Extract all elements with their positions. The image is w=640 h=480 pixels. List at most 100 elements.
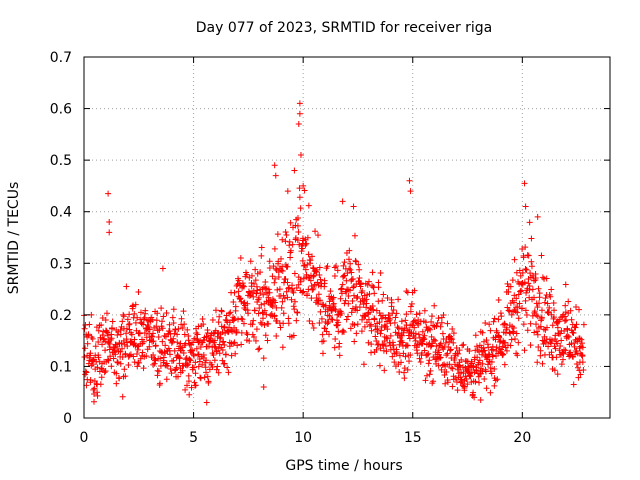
data-point <box>317 276 324 283</box>
data-point <box>466 347 473 354</box>
data-point <box>280 292 287 299</box>
data-point <box>192 382 199 389</box>
data-point <box>123 325 130 332</box>
data-point <box>416 355 423 362</box>
data-point <box>488 358 495 365</box>
data-point <box>172 326 179 333</box>
data-point <box>219 329 226 336</box>
data-point <box>290 289 297 296</box>
data-point <box>527 320 534 327</box>
data-point <box>349 297 356 304</box>
data-point <box>548 286 555 293</box>
data-point <box>252 337 259 344</box>
data-point <box>576 306 583 313</box>
data-point <box>373 337 380 344</box>
data-point <box>509 277 516 284</box>
data-point <box>114 343 121 350</box>
y-tick-label: 0.3 <box>50 256 72 272</box>
data-point <box>351 338 358 345</box>
data-point <box>503 347 510 354</box>
data-point <box>454 387 461 394</box>
data-point <box>149 330 156 337</box>
data-point <box>248 279 255 286</box>
data-point <box>568 316 575 323</box>
data-point <box>316 264 323 271</box>
data-point <box>515 291 522 298</box>
data-point <box>528 258 535 265</box>
data-point <box>180 308 187 315</box>
x-tick-label: 5 <box>189 430 198 446</box>
data-point <box>286 242 293 249</box>
data-point <box>538 317 545 324</box>
data-point <box>294 309 301 316</box>
data-point <box>269 296 276 303</box>
data-point <box>456 347 463 354</box>
data-point <box>163 376 170 383</box>
data-point <box>510 325 517 332</box>
data-point <box>200 321 207 328</box>
data-point <box>226 310 233 317</box>
data-point <box>291 167 298 174</box>
data-point <box>307 260 314 267</box>
data-point <box>319 350 326 357</box>
data-point <box>303 240 310 247</box>
data-point <box>523 289 530 296</box>
data-point <box>273 333 280 340</box>
data-point <box>547 340 554 347</box>
data-point <box>380 291 387 298</box>
data-point <box>450 339 457 346</box>
data-point <box>490 318 497 325</box>
data-point <box>301 187 308 194</box>
data-point <box>266 265 273 272</box>
data-point <box>450 330 457 337</box>
data-point <box>91 390 98 397</box>
data-point <box>176 355 183 362</box>
data-point <box>337 286 344 293</box>
data-point <box>542 339 549 346</box>
data-point <box>365 309 372 316</box>
data-point <box>125 321 132 328</box>
data-point <box>156 326 163 333</box>
data-point <box>406 358 413 365</box>
data-point <box>146 337 153 344</box>
data-point <box>216 335 223 342</box>
data-point <box>389 353 396 360</box>
data-point <box>381 367 388 374</box>
data-point <box>360 361 367 368</box>
data-point <box>251 307 258 314</box>
data-point <box>393 349 400 356</box>
data-point <box>369 303 376 310</box>
data-point <box>509 328 516 335</box>
data-point <box>296 194 303 201</box>
data-point <box>361 312 368 319</box>
data-point <box>135 288 142 295</box>
data-point <box>425 350 432 357</box>
data-point <box>444 350 451 357</box>
data-point <box>255 346 262 353</box>
data-point <box>227 309 234 316</box>
data-point <box>294 237 301 244</box>
data-point <box>516 300 523 307</box>
data-point <box>496 334 503 341</box>
data-point <box>183 360 190 367</box>
data-point <box>187 357 194 364</box>
data-point <box>447 346 454 353</box>
data-point <box>305 202 312 209</box>
data-point <box>231 289 238 296</box>
data-point <box>86 321 93 328</box>
data-point <box>84 340 91 347</box>
data-point <box>183 355 190 362</box>
data-point <box>256 345 263 352</box>
data-point <box>289 282 296 289</box>
data-point <box>212 307 219 314</box>
data-point <box>244 331 251 338</box>
data-point <box>453 379 460 386</box>
data-point <box>200 351 207 358</box>
data-point <box>221 360 228 367</box>
data-point <box>570 329 577 336</box>
data-points <box>81 100 587 406</box>
data-point <box>475 373 482 380</box>
data-point <box>249 321 256 328</box>
data-point <box>547 293 554 300</box>
data-point <box>354 293 361 300</box>
